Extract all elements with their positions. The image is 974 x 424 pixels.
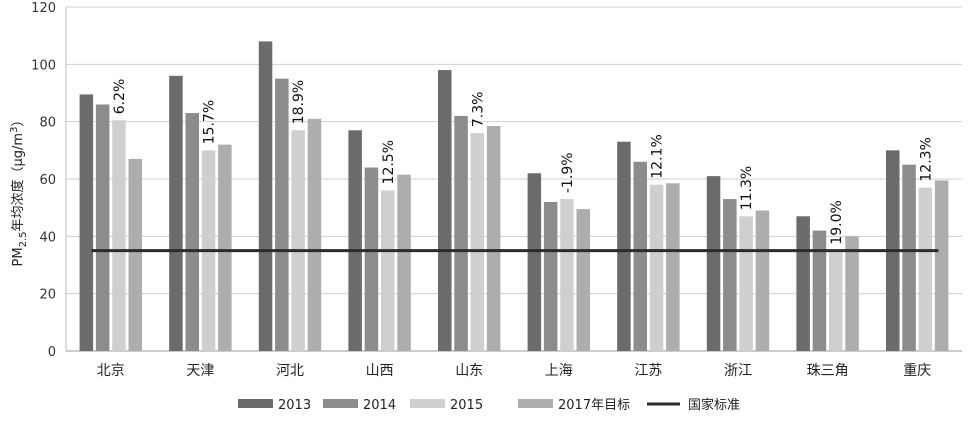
bar-2013-上海 (527, 173, 542, 351)
bar-2017年目标-浙江 (755, 210, 770, 351)
bar-2017年目标-江苏 (666, 183, 680, 351)
legend-swatch (323, 399, 358, 408)
annotation-label: 12.5% (381, 140, 397, 184)
bar-2014-北京 (95, 104, 110, 351)
legend-label: 2015 (450, 398, 483, 413)
bar-2013-浙江 (706, 176, 721, 351)
x-tick-label: 珠三角 (807, 363, 849, 379)
legend-label: 国家标准 (688, 397, 740, 413)
x-tick-label: 北京 (97, 363, 125, 379)
y-label-sub: 2.5 (18, 232, 29, 248)
annotation-label: 18.9% (291, 80, 307, 124)
y-tick-label: 80 (39, 116, 56, 131)
x-tick-label: 河北 (276, 363, 304, 379)
x-tick-label: 山西 (366, 363, 394, 379)
bar-2017年目标-山西 (397, 174, 411, 351)
bar-2014-上海 (543, 201, 558, 351)
bar-2014-天津 (185, 113, 199, 351)
annotation-label: 12.1% (650, 134, 666, 178)
y-tick-label: 0 (48, 345, 56, 360)
bar-2014-山西 (364, 167, 379, 351)
y-tick-label: 40 (39, 230, 56, 245)
y-tick-label: 120 (31, 1, 56, 16)
bar-2014-江苏 (633, 161, 647, 351)
legend-label: 2013 (278, 398, 311, 413)
x-axis-categories: 北京 天津 河北 山西 山东 上海 江苏 浙江 珠三角 重庆 (97, 363, 931, 379)
bar-2017年目标-上海 (576, 209, 590, 351)
bar-2015-浙江 (739, 216, 753, 351)
annotation-label: 19.0% (829, 200, 845, 244)
y-tick-label: 60 (39, 173, 56, 188)
bar-2015-北京 (112, 120, 126, 351)
x-tick-label: 山东 (455, 363, 483, 379)
bar-2013-山东 (438, 70, 452, 352)
bar-2017年目标-天津 (218, 144, 232, 351)
y-tick-label: 20 (39, 288, 56, 303)
bar-2017年目标-北京 (128, 158, 142, 351)
y-axis-label: PM2.5年均浓度（μg/m3） (9, 114, 29, 267)
bar-2017年目标-重庆 (934, 180, 949, 351)
x-tick-label: 天津 (186, 363, 214, 379)
bar-2013-河北 (258, 41, 273, 352)
annotation-label: -1.9% (560, 152, 576, 193)
bar-2014-河北 (275, 78, 289, 352)
bar-2015-河北 (291, 130, 305, 351)
annotation-label: 15.7% (202, 100, 218, 144)
x-tick-label: 上海 (545, 363, 573, 379)
legend: 2013 2014 2015 2017年目标 国家标准 (238, 397, 740, 413)
bar-2017年目标-珠三角 (845, 236, 859, 351)
bar-2015-重庆 (918, 187, 933, 351)
y-label-main: PM (11, 247, 26, 266)
bar-2015-珠三角 (829, 250, 843, 351)
bar-2014-重庆 (902, 164, 916, 351)
bar-2014-浙江 (723, 199, 737, 351)
y-label-rest: 年均浓度（μg/m (10, 133, 26, 232)
legend-swatch (518, 399, 553, 408)
bar-2014-山东 (454, 115, 468, 351)
x-tick-label: 重庆 (903, 363, 931, 379)
legend-label: 2017年目标 (558, 398, 630, 413)
annotations: 6.2% 15.7% 18.9% 12.5% 7.3% -1.9% 12.1% 11.3% 19… (112, 79, 934, 245)
bar-2015-江苏 (649, 184, 664, 351)
bar-2013-山西 (348, 130, 362, 351)
bar-2013-珠三角 (796, 216, 810, 351)
annotation-label: 7.3% (470, 92, 486, 128)
bar-2015-山西 (381, 190, 395, 351)
y-tick-label: 100 (31, 58, 56, 73)
bar-2017年目标-河北 (307, 118, 322, 351)
annotation-label: 11.3% (739, 166, 755, 210)
bar-2013-江苏 (617, 141, 631, 351)
x-tick-label: 浙江 (724, 363, 752, 379)
gridlines (65, 6, 962, 352)
legend-swatch (238, 399, 273, 408)
y-axis-ticks: 0 20 40 60 80 100 120 (31, 1, 56, 360)
y-label-sup: 3 (9, 127, 20, 133)
y-label-end: ） (11, 114, 26, 127)
annotation-label: 6.2% (112, 79, 128, 115)
bar-2015-山东 (470, 133, 485, 351)
legend-swatch (410, 399, 445, 408)
annotation-label: 12.3% (918, 137, 934, 181)
bar-2014-珠三角 (812, 230, 827, 351)
bars (79, 41, 949, 352)
x-tick-label: 江苏 (634, 363, 662, 379)
bar-2015-上海 (560, 199, 574, 351)
bar-2017年目标-山东 (486, 125, 501, 351)
bar-2013-北京 (79, 94, 94, 351)
legend-label: 2014 (363, 398, 396, 413)
bar-2013-天津 (169, 75, 183, 352)
